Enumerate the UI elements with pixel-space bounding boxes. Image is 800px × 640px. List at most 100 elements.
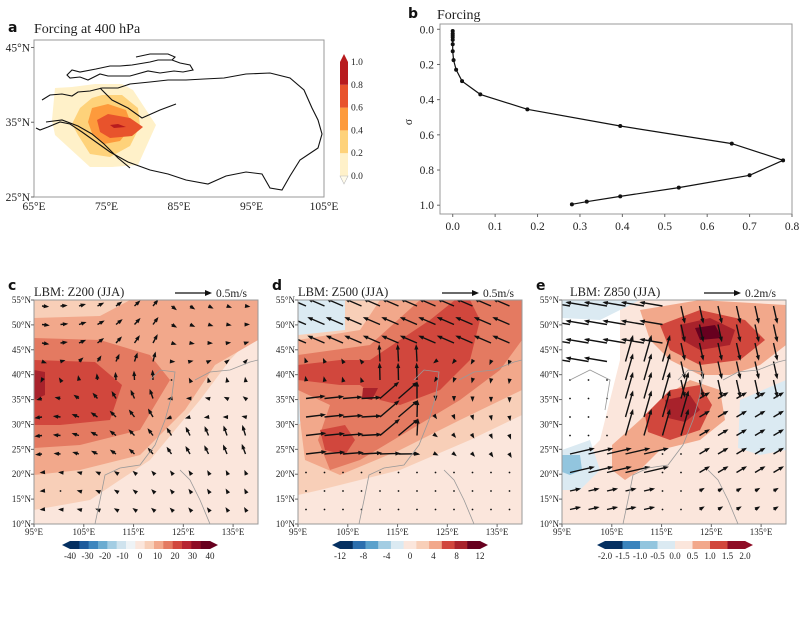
- wind-vector-head: [414, 451, 421, 456]
- wind-vector-head: [583, 338, 590, 343]
- wind-vector-head: [432, 432, 438, 438]
- wind-vector-head: [741, 447, 748, 453]
- wind-vector-head: [469, 451, 476, 457]
- wind-vector-head: [415, 418, 420, 424]
- wind-vector-head: [41, 359, 47, 364]
- wind-vector-head: [493, 300, 498, 303]
- wind-vector-head: [648, 371, 653, 378]
- wind-vector-head: [307, 335, 314, 340]
- wind-vector: [562, 303, 571, 307]
- wind-vector-head: [169, 488, 175, 495]
- wind-vector: [379, 401, 399, 418]
- wind-vector-head: [225, 469, 231, 476]
- forcing-map: [52, 84, 156, 167]
- wind-vector-head: [722, 410, 729, 416]
- axes-e: 95°E 105°E 115°E 125°E 135°E 10°N 15°N 20°N 25°N…: [540, 295, 773, 537]
- wind-vector-head: [436, 317, 443, 322]
- colorbar-segment: [340, 84, 348, 108]
- wind-vector-head: [73, 394, 80, 400]
- axes-d: 95°E 105°E 115°E 125°E 135°E 10°N 15°N 20°N 25°N…: [276, 295, 509, 537]
- wind-vector-head: [629, 408, 634, 415]
- data-point: [729, 141, 734, 146]
- y-tick-label: 25°N: [12, 444, 32, 454]
- data-point: [478, 92, 483, 97]
- wind-vector: [624, 373, 634, 399]
- wind-vector: [471, 490, 474, 492]
- wind-vector-head: [341, 376, 346, 383]
- x-tick-label: 125°E: [700, 527, 723, 537]
- wind-vector: [562, 340, 571, 344]
- wind-vector-head: [188, 470, 194, 476]
- colorbar-tick-label: -4: [383, 551, 391, 561]
- wind-vector: [587, 416, 590, 418]
- wind-vector-head: [375, 414, 382, 419]
- colorbar-tick-label: -12: [334, 551, 346, 561]
- x-tick-label: 0.4: [615, 221, 630, 233]
- wind-vector: [622, 338, 645, 344]
- colorbar-extend-max: [480, 541, 488, 549]
- x-tick-label: 95°E: [25, 527, 44, 537]
- wind-vector-head: [663, 465, 669, 470]
- wind-vector: [379, 508, 381, 511]
- colorbar-tick-label: 12: [476, 551, 485, 561]
- colorbar-segment: [340, 153, 348, 176]
- wind-vector: [562, 359, 571, 363]
- wind-vector-head: [98, 302, 105, 307]
- wind-vector-head: [205, 360, 212, 365]
- colorbar-tick-label: 1.0: [351, 58, 363, 68]
- wind-vector-head: [469, 432, 475, 439]
- wind-vector-head: [778, 429, 785, 434]
- wind-vector-head: [206, 507, 212, 513]
- wind-vector: [680, 373, 689, 399]
- colorbar-segment: [352, 541, 366, 549]
- wind-vector-head: [116, 336, 123, 342]
- wind-vector-head: [116, 301, 123, 307]
- wind-vector-head: [117, 319, 123, 325]
- y-tick-label: 10°N: [276, 519, 296, 529]
- wind-vector: [661, 355, 671, 381]
- colorbar-segment: [640, 541, 658, 549]
- colorbar-tick-label: 0.0: [669, 551, 681, 561]
- wind-vector-head: [718, 318, 723, 324]
- wind-vector-head: [188, 488, 194, 495]
- wind-vector-head: [133, 352, 138, 359]
- colorbar-segment: [154, 541, 164, 549]
- wind-vector: [416, 471, 418, 474]
- wind-vector: [453, 490, 455, 492]
- wind-vector-head: [722, 447, 729, 453]
- wind-vector-head: [774, 373, 779, 380]
- wind-vector-head: [304, 357, 309, 364]
- wind-vector: [661, 336, 671, 362]
- wind-vector: [567, 357, 589, 363]
- plot-frame-c: [33, 299, 259, 525]
- wind-vectors-c: [34, 300, 251, 513]
- wind-vector: [588, 448, 612, 455]
- wind-vector: [585, 357, 608, 363]
- wind-vector-head: [648, 390, 653, 397]
- wind-vector: [680, 508, 682, 511]
- wind-vector-head: [322, 376, 327, 382]
- x-tick-label: 95°E: [553, 527, 572, 537]
- wind-vector-head: [455, 335, 462, 340]
- wind-vector-head: [489, 359, 494, 366]
- x-tick-label: 105°E: [72, 527, 95, 537]
- y-tick-label: 0.6: [420, 130, 435, 142]
- colorbar-tick-label: 4: [431, 551, 436, 561]
- wind-vector-head: [507, 378, 512, 385]
- wind-vector-head: [395, 451, 401, 456]
- colorbar-a: 0.0 0.2 0.4 0.6 0.8 1.0: [339, 54, 363, 185]
- wind-vector-head: [629, 390, 634, 397]
- wind-vector-head: [547, 357, 553, 361]
- wind-vector-head: [718, 355, 723, 361]
- wind-vector-head: [71, 432, 78, 437]
- wind-vector-head: [362, 335, 369, 340]
- panel-title-c: LBM: Z200 (JJA): [34, 285, 124, 299]
- wind-vector-head: [736, 506, 742, 511]
- wind-vector-head: [704, 410, 711, 416]
- wind-vector-head: [80, 321, 87, 326]
- wind-vector-head: [612, 487, 619, 492]
- wind-vector-head: [135, 317, 141, 324]
- wind-vector: [606, 434, 608, 437]
- wind-vector-head: [381, 335, 388, 340]
- wind-vector-head: [583, 319, 590, 324]
